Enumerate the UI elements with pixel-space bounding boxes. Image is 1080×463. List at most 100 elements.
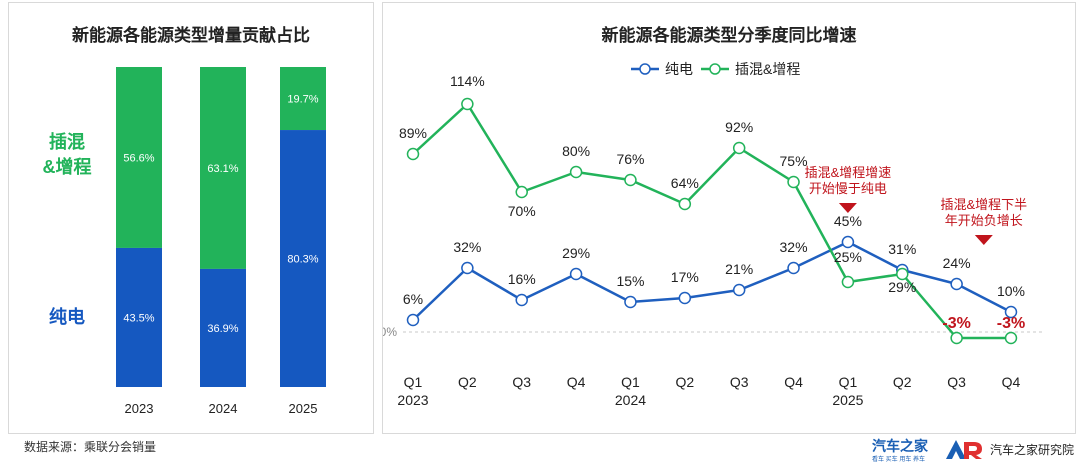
x-tick-7: Q4: [784, 374, 803, 390]
point-0-7: [787, 261, 800, 275]
data-label-phev-7: 75%: [780, 153, 808, 169]
point-0-6: [732, 283, 746, 297]
data-label-phev-8: 25%: [834, 249, 862, 265]
zero-label: 0%: [383, 325, 397, 339]
x-tick-8: Q1: [839, 374, 858, 390]
point-0-1: [461, 261, 474, 275]
point-1-8: [841, 275, 855, 289]
data-label-phev-11: -3%: [997, 315, 1025, 332]
data-label-phev-5: 64%: [671, 175, 699, 191]
data-label-ev-5: 17%: [671, 269, 699, 285]
annotation-0-line-0: 插混&增程增速: [805, 165, 892, 180]
annotation-1-line-1: 年开始负增长: [945, 213, 1023, 228]
point-0-3: [569, 267, 583, 281]
x-tick-2023: 2023: [125, 401, 154, 416]
data-source-note: 数据来源：乘联分会销量: [24, 440, 157, 454]
research-institute-logo-text: 汽车之家研究院: [990, 442, 1075, 457]
point-0-2: [515, 293, 528, 307]
data-label-ev-7: 32%: [780, 239, 808, 255]
point-1-11: [1004, 331, 1018, 345]
data-label-phev-6: 92%: [725, 119, 753, 135]
quarterly-growth-line-chart: 纯电 插混&增程 0% 6% 32% 16% 29% 15% 17% 21% 32% 45% 31% 24…: [380, 61, 1043, 408]
bar-label-ev-2024: 36.9%: [207, 323, 238, 335]
data-label-phev-3: 80%: [562, 143, 590, 159]
research-institute-logo-icon: [946, 440, 982, 459]
annotation-0-line-1: 开始慢于纯电: [809, 181, 887, 196]
autohome-logo-text: 汽车之家: [872, 438, 928, 454]
data-label-phev-0: 89%: [399, 125, 427, 141]
bar-phev-2023: [116, 67, 162, 248]
autohome-logo-subtext: 看车 买车 用车 养车: [872, 457, 926, 463]
x-tick-2: Q3: [512, 374, 531, 390]
point-0-5: [678, 291, 692, 305]
growth-chart-panel: 新能源各能源类型分季度同比增速 纯电 插混&增程 0% 6% 32% 16% 29% 15% 1…: [380, 2, 1076, 434]
data-label-ev-10: 24%: [943, 255, 971, 271]
x-tick-6: Q3: [730, 374, 749, 390]
bar-label-phev-2024: 63.1%: [207, 163, 238, 175]
data-label-phev-9: 29%: [888, 279, 916, 295]
point-1-5: [678, 197, 692, 211]
x-tick-4: Q1: [621, 374, 640, 390]
data-label-ev-9: 31%: [888, 241, 916, 257]
point-1-1: [461, 97, 474, 111]
data-label-phev-1: 114%: [450, 73, 485, 89]
point-0-11: [1004, 305, 1018, 319]
data-label-ev-1: 32%: [453, 239, 481, 255]
x-tick-2024: 2024: [209, 401, 238, 416]
row-label-ev: 纯电: [49, 306, 85, 327]
x-tick-0: Q1: [404, 374, 423, 390]
x-tick-5: Q2: [675, 374, 694, 390]
point-1-3: [569, 165, 583, 179]
point-1-2: [515, 185, 528, 199]
x-year-label-2024: 2024: [615, 392, 646, 408]
point-0-0: [406, 313, 420, 327]
x-year-label-2023: 2023: [397, 392, 428, 408]
legend-label-1: 插混&增程: [735, 61, 800, 77]
point-0-4: [624, 295, 637, 309]
point-1-0: [406, 147, 420, 161]
point-1-4: [624, 173, 637, 187]
x-year-label-2025: 2025: [832, 392, 863, 408]
data-label-phev-4: 76%: [616, 151, 644, 167]
x-tick-2025: 2025: [289, 401, 318, 416]
series-line-0: [412, 240, 1012, 321]
x-tick-9: Q2: [893, 374, 912, 390]
bar-phev-2025: [280, 67, 326, 131]
row-label-phev-line1: 插混: [49, 131, 85, 152]
legend-marker-0: [639, 63, 651, 75]
point-1-9: [896, 267, 909, 281]
x-tick-3: Q4: [567, 374, 586, 390]
point-0-10: [950, 277, 963, 291]
row-label-phev-line2: &增程: [43, 156, 92, 177]
data-label-ev-8: 45%: [834, 213, 862, 229]
bar-ev-2024: [200, 268, 246, 387]
data-label-ev-2: 16%: [508, 271, 536, 287]
bar-label-phev-2023: 56.6%: [123, 152, 154, 164]
x-tick-10: Q3: [947, 374, 966, 390]
contribution-stacked-bar-chart: 56.6% 43.5% 2023 63.1% 36.9% 2024 19.7% 80.3% 20…: [43, 67, 326, 416]
legend-label-0: 纯电: [665, 61, 693, 77]
data-label-ev-0: 6%: [403, 291, 423, 307]
legend-marker-1: [709, 63, 721, 75]
point-0-8: [841, 235, 855, 249]
data-label-ev-11: 10%: [997, 283, 1025, 299]
annotation-arrow-1: [974, 235, 993, 245]
left-chart-title: 新能源各能源类型增量贡献占比: [72, 26, 310, 45]
annotation-arrow-0: [838, 203, 857, 213]
right-chart-title: 新能源各能源类型分季度同比增速: [601, 26, 857, 45]
bar-ev-2023: [116, 247, 162, 387]
data-label-phev-2: 70%: [508, 203, 536, 219]
autohome-logo: 汽车之家 看车 买车 用车 养车: [872, 436, 936, 463]
x-tick-11: Q4: [1002, 374, 1021, 390]
point-1-7: [787, 175, 800, 189]
bar-phev-2024: [200, 67, 246, 269]
data-label-ev-6: 21%: [725, 261, 753, 277]
series-line-1: [412, 102, 1011, 340]
point-1-10: [950, 331, 963, 345]
data-label-ev-4: 15%: [616, 273, 644, 289]
annotation-1-line-0: 插混&增程下半: [940, 197, 1027, 212]
bar-label-phev-2025: 19.7%: [287, 94, 318, 106]
bar-label-ev-2025: 80.3%: [287, 254, 318, 266]
data-label-ev-3: 29%: [562, 245, 590, 261]
contribution-chart-panel: 新能源各能源类型增量贡献占比 56.6% 43.5% 2023 63.1% 36.9% 2…: [8, 2, 374, 434]
